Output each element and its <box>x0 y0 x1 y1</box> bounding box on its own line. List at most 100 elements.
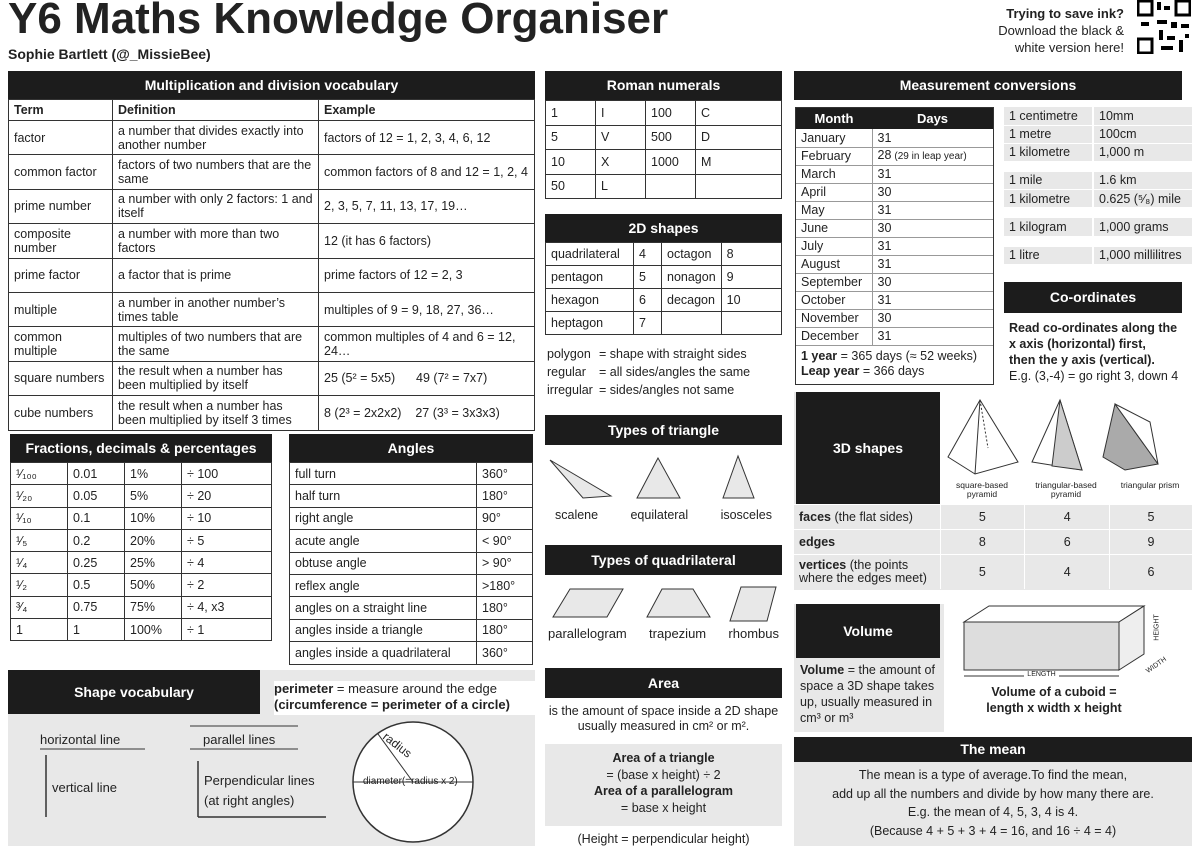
ink-line: Download the black & <box>998 23 1124 38</box>
term: Volume <box>800 663 845 677</box>
year-note: Leap year = 366 days <box>801 364 988 379</box>
table-cell: hexagon <box>545 288 634 312</box>
section-header: 3D shapes <box>796 392 940 504</box>
table-row: June 30 <box>796 219 993 238</box>
table-cell: 1 centimetre <box>1004 107 1093 126</box>
term: Leap year <box>801 363 860 378</box>
table-cell: common factor <box>8 154 113 190</box>
table-cell: a number in another number’s times table <box>112 291 319 328</box>
label-line: (at right angles) <box>204 793 295 808</box>
label: horizontal line <box>40 732 121 747</box>
table-row: ³⁄₄ 0.75 75% ÷ 4, x3 <box>10 595 272 620</box>
table-row: right angle 90° <box>289 506 533 531</box>
table-cell: 0.05 <box>67 484 125 508</box>
note: (29 in leap year) <box>894 151 967 162</box>
table-cell: prime factor <box>8 257 113 293</box>
table-cell: cube numbers <box>8 395 113 431</box>
table-cell: 1 mile <box>1004 171 1093 190</box>
table-cell: 7 <box>633 311 662 335</box>
section-header: Area <box>545 668 782 698</box>
table-body: 1 centimetre 10mm 1 metre 100cm 1 kilometre 1… <box>1004 107 1192 162</box>
example: E.g. (3,-4) = go right 3, down 4 <box>1009 369 1179 383</box>
table-row: December 31 <box>796 327 993 346</box>
table-cell: C <box>695 100 782 126</box>
definition: = the amount of space a 3D shape takes u… <box>800 663 935 725</box>
table-cell: nonagon <box>661 265 722 289</box>
line: (Because 4 + 5 + 3 + 4 = 16, and 16 ÷ 4 … <box>869 823 1117 838</box>
perimeter-text: perimeter = measure around the edge (cir… <box>274 681 535 715</box>
definition: = measure around the edge <box>336 681 497 696</box>
table-cell: 8 <box>939 529 1025 555</box>
table-cell: 100 <box>645 100 696 126</box>
table-row: February 28 (29 in leap year) <box>796 147 993 166</box>
month: June <box>796 219 872 238</box>
table-body: 1 litre 1,000 millilitres <box>1004 246 1192 265</box>
table-cell: 50 <box>545 173 596 199</box>
table-row: faces (the flat sides) 5 4 5 <box>794 504 1192 530</box>
table-row: common factor factors of two numbers that… <box>8 154 535 190</box>
table-row: common multiple multiples of two numbers … <box>8 326 535 362</box>
table-cell: 5 <box>939 504 1025 530</box>
table-row: prime number a number with only 2 factors… <box>8 188 535 225</box>
conversions: 1 centimetre 10mm 1 metre 100cm 1 kilometre 1… <box>1004 107 1192 275</box>
shape-vocab-diagram <box>40 721 474 843</box>
table-cell: ÷ 100 <box>181 461 272 486</box>
table-cell: ¹⁄₂ <box>10 573 68 597</box>
table-row: heptagon 7 <box>545 311 783 335</box>
table-cell: square numbers <box>8 360 113 397</box>
term: perimeter <box>274 681 334 696</box>
table-cell: 180° <box>476 596 533 620</box>
qr-code[interactable] <box>1137 0 1191 54</box>
table-row: prime factor a factor that is prime prime … <box>8 257 535 293</box>
table-cell: 25% <box>124 551 182 575</box>
table-cell: ÷ 5 <box>181 528 272 553</box>
month: December <box>796 327 872 346</box>
table-row: 1 I 100 C <box>545 100 782 126</box>
table-cell: 20% <box>124 528 182 553</box>
table-cell: 90° <box>476 506 533 531</box>
days: 31 <box>871 255 993 274</box>
table-cell: 1,000 millilitres <box>1092 246 1192 265</box>
definition: = 366 days <box>862 363 925 378</box>
table-cell: 10 <box>720 288 783 312</box>
table-cell: prime number <box>8 188 113 225</box>
table-row: September 30 <box>796 273 993 292</box>
triangle-drawings <box>549 454 755 499</box>
table-cell: ÷ 1 <box>181 618 272 642</box>
table-cell: reflex angle <box>289 573 477 598</box>
table-cell: 180° <box>476 484 533 508</box>
line: Volume of a cuboid = <box>991 685 1117 699</box>
table-cell: common factors of 8 and 12 = 1, 2, 4 <box>318 154 535 190</box>
table-cell: 10mm <box>1092 107 1192 126</box>
table-cell: 360° <box>476 461 533 486</box>
table-row: full turn 360° <box>289 461 533 486</box>
table-cell: >180° <box>476 573 533 598</box>
table-row: ¹⁄₅ 0.2 20% ÷ 5 <box>10 528 272 553</box>
table-cell: the result when a number has been multip… <box>112 395 319 431</box>
table-cell <box>695 173 782 199</box>
table-cell: 50% <box>124 573 182 597</box>
days: 28 (29 in leap year) <box>871 147 993 166</box>
table-cell: multiple <box>8 291 113 328</box>
section-header: Multiplication and division vocabulary <box>8 71 535 99</box>
table-cell: 360° <box>476 641 533 665</box>
table-cell <box>720 311 783 335</box>
title: Y6 Maths Knowledge Organiser <box>8 0 669 43</box>
section-header: Co-ordinates <box>1004 282 1182 313</box>
definition: = 365 days (≈ 52 weeks) <box>840 348 978 363</box>
term: faces <box>799 509 831 524</box>
year-note: 1 year = 365 days (≈ 52 weeks) <box>801 349 988 364</box>
table-row: square numbers the result when a number h… <box>8 360 535 397</box>
column-header: Example <box>318 99 535 121</box>
month: November <box>796 309 872 328</box>
table-cell: angles on a straight line <box>289 596 477 620</box>
table-row: November 30 <box>796 309 993 328</box>
area-text: is the amount of space inside a 2D shape… <box>548 704 779 733</box>
year-notes: 1 year = 365 days (≈ 52 weeks) Leap year… <box>796 346 993 382</box>
table-cell <box>661 311 722 335</box>
table-cell: X <box>595 149 646 175</box>
days: 30 <box>871 219 993 238</box>
table-cell: ¹⁄₄ <box>10 551 68 575</box>
table-cell: 0.25 <box>67 551 125 575</box>
column-header: Days <box>916 110 949 126</box>
